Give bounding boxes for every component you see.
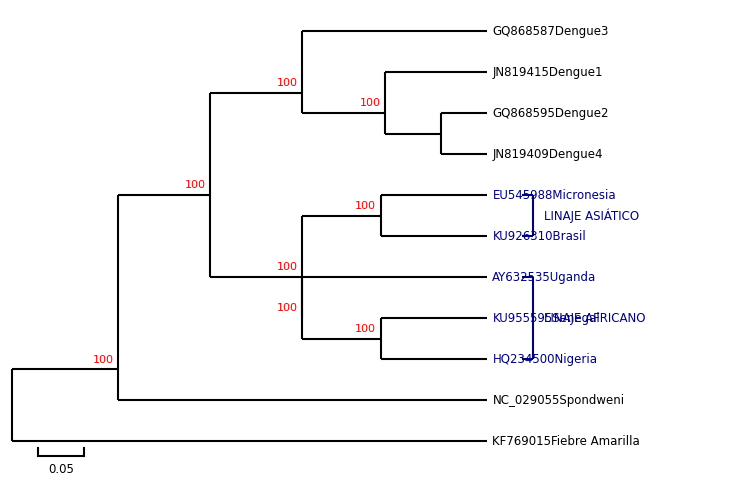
Text: KU955595Senegal: KU955595Senegal — [493, 312, 600, 325]
Text: LINAJE ASIÁTICO: LINAJE ASIÁTICO — [544, 209, 639, 223]
Text: AY632535Uganda: AY632535Uganda — [493, 271, 597, 284]
Text: GQ868595Dengue2: GQ868595Dengue2 — [493, 107, 609, 120]
Text: NC_029055Spondweni: NC_029055Spondweni — [493, 394, 625, 407]
Text: 100: 100 — [355, 324, 377, 334]
Text: 100: 100 — [185, 180, 206, 190]
Text: 0.05: 0.05 — [48, 463, 74, 476]
Text: KU926310Brasil: KU926310Brasil — [493, 230, 586, 243]
Text: LINAJE AFRICANO: LINAJE AFRICANO — [544, 312, 645, 325]
Text: 100: 100 — [277, 303, 298, 313]
Text: JN819415Dengue1: JN819415Dengue1 — [493, 66, 603, 79]
Text: GQ868587Dengue3: GQ868587Dengue3 — [493, 25, 608, 38]
Text: 100: 100 — [92, 355, 114, 364]
Text: 100: 100 — [277, 262, 298, 272]
Text: 100: 100 — [355, 201, 377, 211]
Text: 100: 100 — [277, 78, 298, 88]
Text: 100: 100 — [360, 98, 381, 108]
Text: JN819409Dengue4: JN819409Dengue4 — [493, 148, 603, 161]
Text: EU545988Micronesia: EU545988Micronesia — [493, 189, 616, 202]
Text: KF769015Fiebre Amarilla: KF769015Fiebre Amarilla — [493, 435, 640, 448]
Text: HQ234500Nigeria: HQ234500Nigeria — [493, 353, 597, 366]
